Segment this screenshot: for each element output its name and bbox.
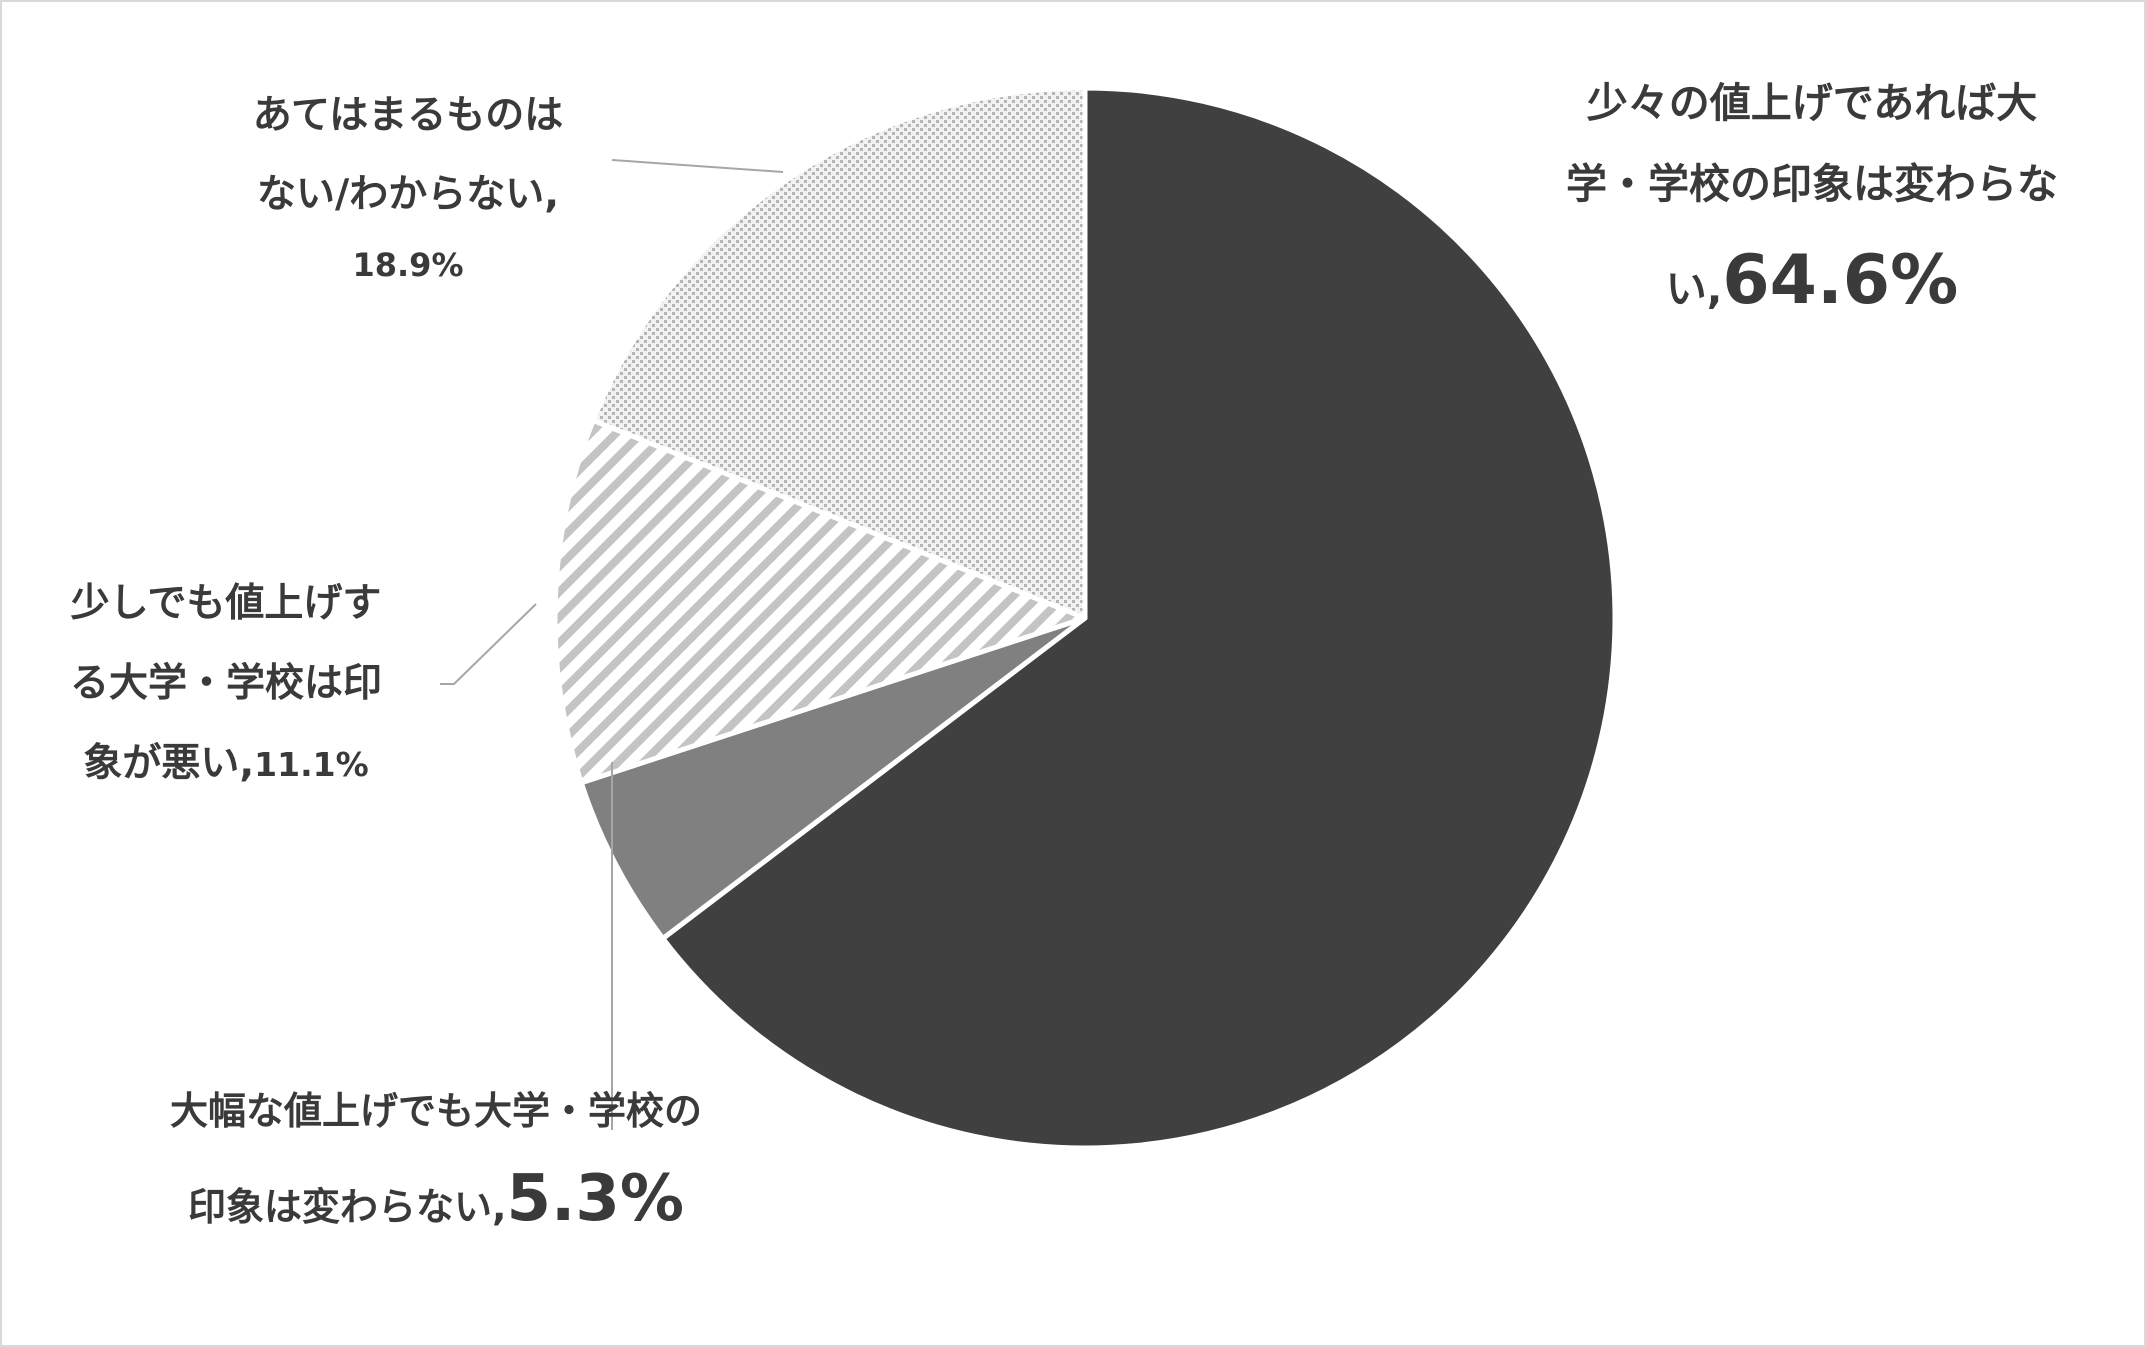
leader-line-any-increase-bad: [440, 603, 537, 685]
label-line: あてはまるものは: [253, 93, 563, 138]
label-line: 大幅な値上げでも大学・学校の: [170, 1089, 702, 1133]
slice-minor-increase-ok: [660, 85, 1618, 1151]
label-line: い,64.6%: [1666, 241, 1959, 320]
label-line: ない/わからない,: [257, 172, 559, 217]
leader-line-none-unknown: [611, 159, 784, 173]
label-value: 18.9%: [352, 246, 463, 284]
slice-any-increase-bad: [552, 417, 1088, 786]
label-value: 5.3%: [506, 1162, 684, 1236]
label-line: 象が悪い,11.1%: [83, 741, 368, 786]
label-line: 学・学校の印象は変わらな: [1566, 160, 2058, 208]
label-line: 印象は変わらない,5.3%: [188, 1162, 684, 1236]
slice-none-unknown: [590, 85, 1088, 621]
label-value: 11.1%: [254, 745, 369, 784]
label-line: 少々の値上げであれば大: [1587, 79, 2038, 127]
label-line: 少しでも値上げす: [71, 581, 382, 626]
slice-major-increase-ok: [578, 615, 1088, 941]
label-line: る大学・学校は印: [70, 661, 382, 706]
label-value: 64.6%: [1722, 241, 1958, 320]
